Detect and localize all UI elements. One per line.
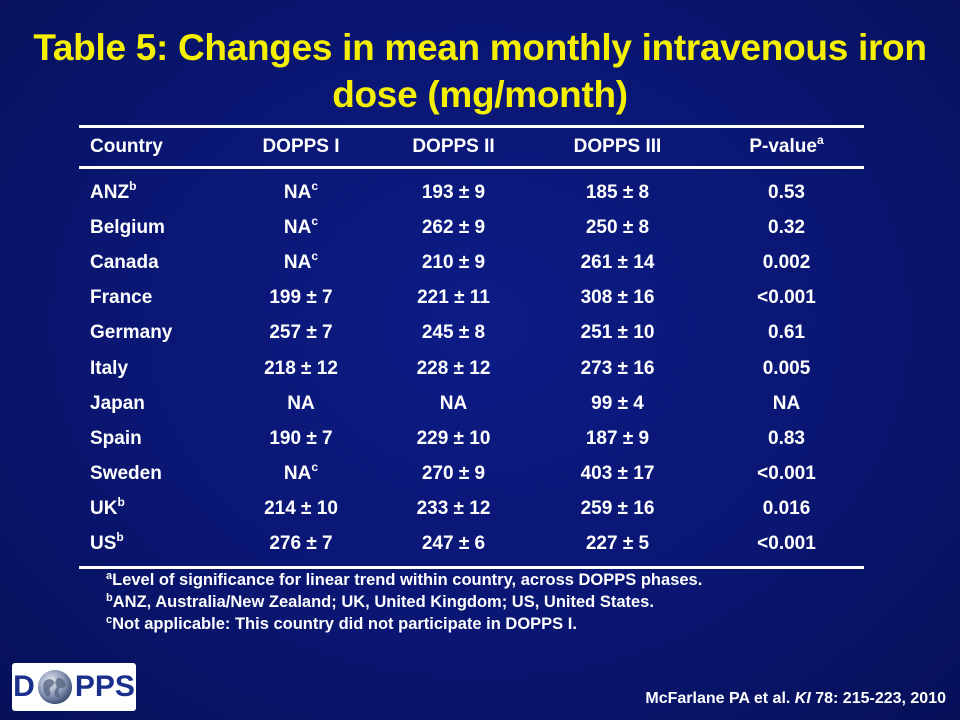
cell-dopps-2: 221 ± 11 — [417, 287, 490, 309]
table-row: France 199 ± 7 221 ± 11 308 ± 16 <0.001 — [79, 281, 864, 316]
slide-title-line-2: dose (mg/month) — [332, 74, 628, 115]
slide-title: Table 5: Changes in mean monthly intrave… — [0, 24, 960, 118]
table-row: Italy 218 ± 12 228 ± 12 273 ± 16 0.005 — [79, 351, 864, 386]
cell-dopps-1: 214 ± 10 — [264, 498, 338, 520]
cell-dopps-2: NA — [439, 392, 468, 414]
table-header-row: Country DOPPS I DOPPS II DOPPS III P-val… — [79, 125, 864, 169]
cell-country: Sweden — [90, 463, 162, 485]
cell-dopps-1: NAc — [283, 213, 319, 238]
cell-dopps-2: 270 ± 9 — [421, 463, 486, 485]
header-dopps-3: DOPPS III — [526, 125, 709, 169]
cell-dopps-2: 210 ± 9 — [421, 251, 486, 273]
cell-dopps-3: 187 ± 9 — [585, 427, 650, 449]
iron-dose-table: Country DOPPS I DOPPS II DOPPS III P-val… — [79, 125, 864, 570]
footnote-a: aLevel of significance for linear trend … — [106, 570, 703, 590]
cell-country: UKb — [90, 495, 125, 520]
cell-country: France — [90, 287, 153, 309]
header-p-value: P-valuea — [709, 125, 864, 169]
journal-name: KI — [794, 690, 811, 707]
cell-dopps-1: 199 ± 7 — [269, 287, 333, 309]
header-dopps-2: DOPPS II — [381, 125, 526, 169]
cell-p-value: <0.001 — [757, 463, 816, 485]
cell-dopps-3: 273 ± 16 — [580, 357, 655, 379]
table-row: Belgium NAc 262 ± 9 250 ± 8 0.32 — [79, 210, 864, 245]
table-row: Germany 257 ± 7 245 ± 8 251 ± 10 0.61 — [79, 316, 864, 351]
cell-p-value: <0.001 — [757, 287, 816, 309]
table-row: Canada NAc 210 ± 9 261 ± 14 0.002 — [79, 245, 864, 280]
cell-dopps-1: 257 ± 7 — [269, 322, 333, 344]
cell-dopps-3: 99 ± 4 — [591, 392, 644, 414]
cell-dopps-1: 190 ± 7 — [269, 427, 333, 449]
cell-country: Germany — [90, 322, 173, 344]
cell-p-value: <0.001 — [709, 526, 864, 570]
slide-title-line-1: Table 5: Changes in mean monthly intrave… — [33, 27, 927, 68]
cell-p-value: 0.61 — [768, 322, 805, 344]
cell-country: Belgium — [90, 216, 165, 238]
header-dopps-1: DOPPS I — [221, 125, 381, 169]
citation: McFarlane PA et al. KI 78: 215-223, 2010 — [645, 690, 946, 707]
cell-dopps-2: 193 ± 9 — [421, 181, 486, 203]
footnote-c: cNot applicable: This country did not pa… — [106, 614, 577, 634]
header-country: Country — [79, 125, 221, 169]
cell-country: Italy — [90, 357, 129, 379]
cell-country: Japan — [90, 392, 145, 414]
cell-dopps-2: 245 ± 8 — [421, 322, 486, 344]
cell-p-value: 0.005 — [762, 357, 811, 379]
cell-dopps-1: 276 ± 7 — [221, 526, 381, 570]
cell-p-value: 0.83 — [768, 427, 805, 449]
cell-p-value: 0.53 — [768, 181, 805, 203]
cell-country: Spain — [90, 427, 142, 449]
table-row: Sweden NAc 270 ± 9 403 ± 17 <0.001 — [79, 457, 864, 492]
cell-p-value: 0.002 — [762, 251, 811, 273]
footnote-b: bANZ, Australia/New Zealand; UK, United … — [106, 592, 654, 612]
cell-dopps-3: 251 ± 10 — [580, 322, 655, 344]
cell-dopps-2: 262 ± 9 — [421, 216, 486, 238]
cell-dopps-3: 259 ± 16 — [580, 498, 655, 520]
footnotes: aLevel of significance for linear trend … — [106, 569, 702, 635]
cell-dopps-2: 247 ± 6 — [381, 526, 526, 570]
cell-p-value: 0.32 — [768, 216, 805, 238]
table-row: ANZb NAc 193 ± 9 185 ± 8 0.53 — [79, 168, 864, 211]
cell-dopps-3: 308 ± 16 — [580, 287, 655, 309]
cell-dopps-3: 227 ± 5 — [526, 526, 709, 570]
cell-p-value: 0.016 — [762, 498, 811, 520]
cell-country: USb — [79, 526, 221, 570]
table-row: Japan NA NA 99 ± 4 NA — [79, 386, 864, 421]
cell-dopps-2: 233 ± 12 — [416, 498, 491, 520]
cell-dopps-3: 185 ± 8 — [585, 181, 650, 203]
cell-p-value: NA — [772, 392, 801, 414]
cell-dopps-3: 261 ± 14 — [580, 251, 655, 273]
globe-icon — [37, 669, 72, 705]
table-row: Spain 190 ± 7 229 ± 10 187 ± 9 0.83 — [79, 421, 864, 456]
cell-dopps-3: 403 ± 17 — [580, 463, 655, 485]
cell-dopps-1: 218 ± 12 — [264, 357, 338, 379]
cell-dopps-2: 228 ± 12 — [416, 357, 491, 379]
table-row: UKb 214 ± 10 233 ± 12 259 ± 16 0.016 — [79, 492, 864, 527]
table-row: USb 276 ± 7 247 ± 6 227 ± 5 <0.001 — [79, 526, 864, 570]
cell-dopps-3: 250 ± 8 — [585, 216, 650, 238]
cell-dopps-1: NA — [287, 392, 315, 414]
cell-dopps-1: NAc — [283, 178, 319, 203]
cell-dopps-1: NAc — [283, 460, 319, 485]
dopps-logo: D PPS — [12, 663, 136, 711]
cell-dopps-1: NAc — [283, 248, 319, 273]
cell-country: Canada — [90, 251, 159, 273]
cell-dopps-2: 229 ± 10 — [416, 427, 491, 449]
cell-country: ANZb — [90, 178, 137, 203]
